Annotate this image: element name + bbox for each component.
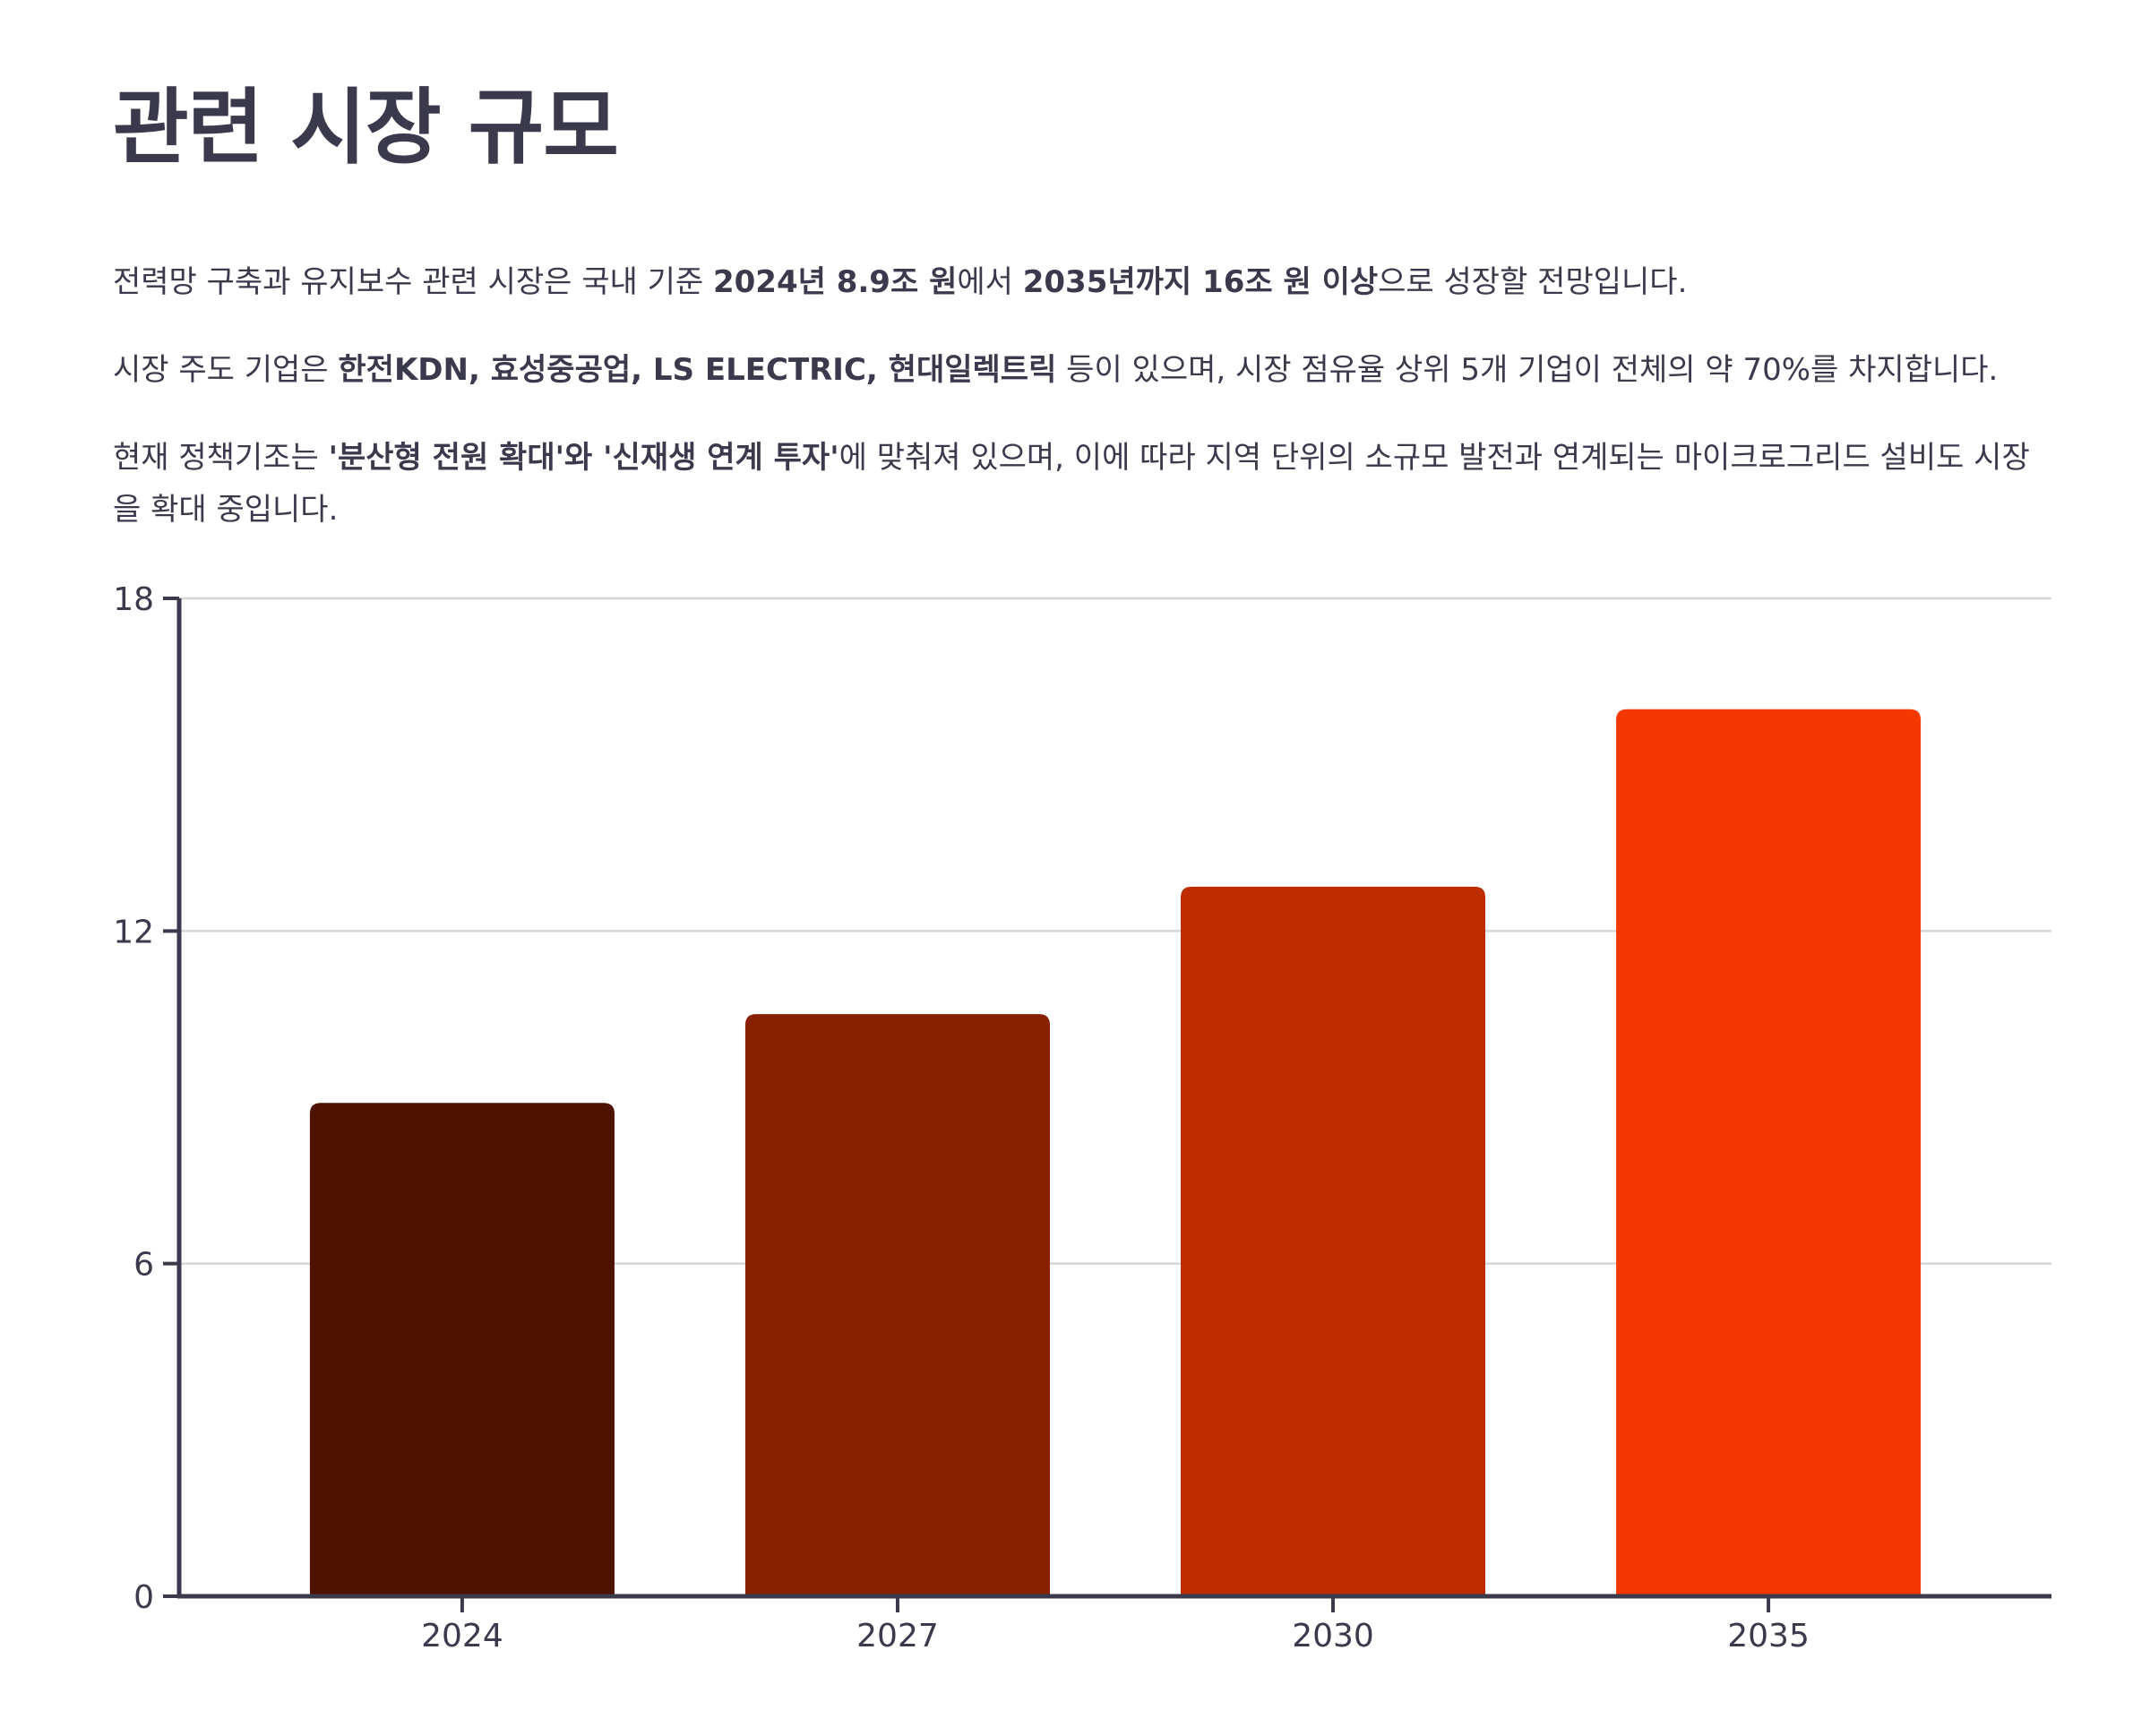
body-text: 현재 정책기조는 [113, 440, 329, 476]
y-tick-label: 18 [113, 581, 154, 618]
axes: 0 6 12 18 2024 2027 2030 2035 [113, 581, 2051, 1654]
x-tick-label: 2030 [1292, 1618, 1374, 1654]
y-tick-label: 6 [133, 1247, 154, 1284]
highlight-text: 2024년 8.9조 원 [712, 264, 958, 300]
body-text: 에서 [957, 264, 1023, 300]
bar-2024 [309, 1103, 615, 1596]
body-text: 으로 성장할 전망입니다. [1378, 264, 1688, 300]
body-text: 시장 주도 기업은 [113, 352, 339, 388]
body-text: 등이 있으며, 시장 점유율 상위 5개 기업이 전체의 약 70%를 차지합니… [1056, 352, 1999, 388]
x-tick-label: 2035 [1727, 1618, 1810, 1654]
highlight-text: 2035년까지 16조 원 이상 [1022, 264, 1379, 300]
bar-2030 [1181, 886, 1486, 1596]
highlight-text: '분산형 전원 확대'와 '신재생 연계 투자' [328, 440, 839, 476]
bars [309, 709, 1922, 1596]
x-tick-label: 2024 [421, 1618, 503, 1654]
bar-2027 [744, 1014, 1050, 1596]
y-tick-label: 0 [133, 1579, 154, 1616]
paragraph-market-size: 전력망 구축과 유지보수 관련 시장은 국내 기준 2024년 8.9조 원에서… [113, 256, 2039, 308]
highlight-text: 한전KDN, 효성중공업, LS ELECTRIC, 현대일렉트릭 [338, 352, 1057, 388]
page-title: 관련 시장 규모 [113, 80, 619, 176]
x-tick-label: 2027 [856, 1618, 939, 1654]
body-text: 에 맞춰져 있으며, 이에 따라 지역 단위의 소규모 발전과 연계되는 마이크… [113, 440, 2030, 528]
y-tick-label: 12 [113, 914, 154, 950]
bar-2035 [1616, 709, 1922, 1596]
body-text: 전력망 구축과 유지보수 관련 시장은 국내 기준 [113, 264, 713, 300]
paragraph-leading-companies: 시장 주도 기업은 한전KDN, 효성중공업, LS ELECTRIC, 현대일… [113, 344, 2039, 396]
paragraph-policy: 현재 정책기조는 '분산형 전원 확대'와 '신재생 연계 투자'에 맞춰져 있… [113, 432, 2039, 536]
